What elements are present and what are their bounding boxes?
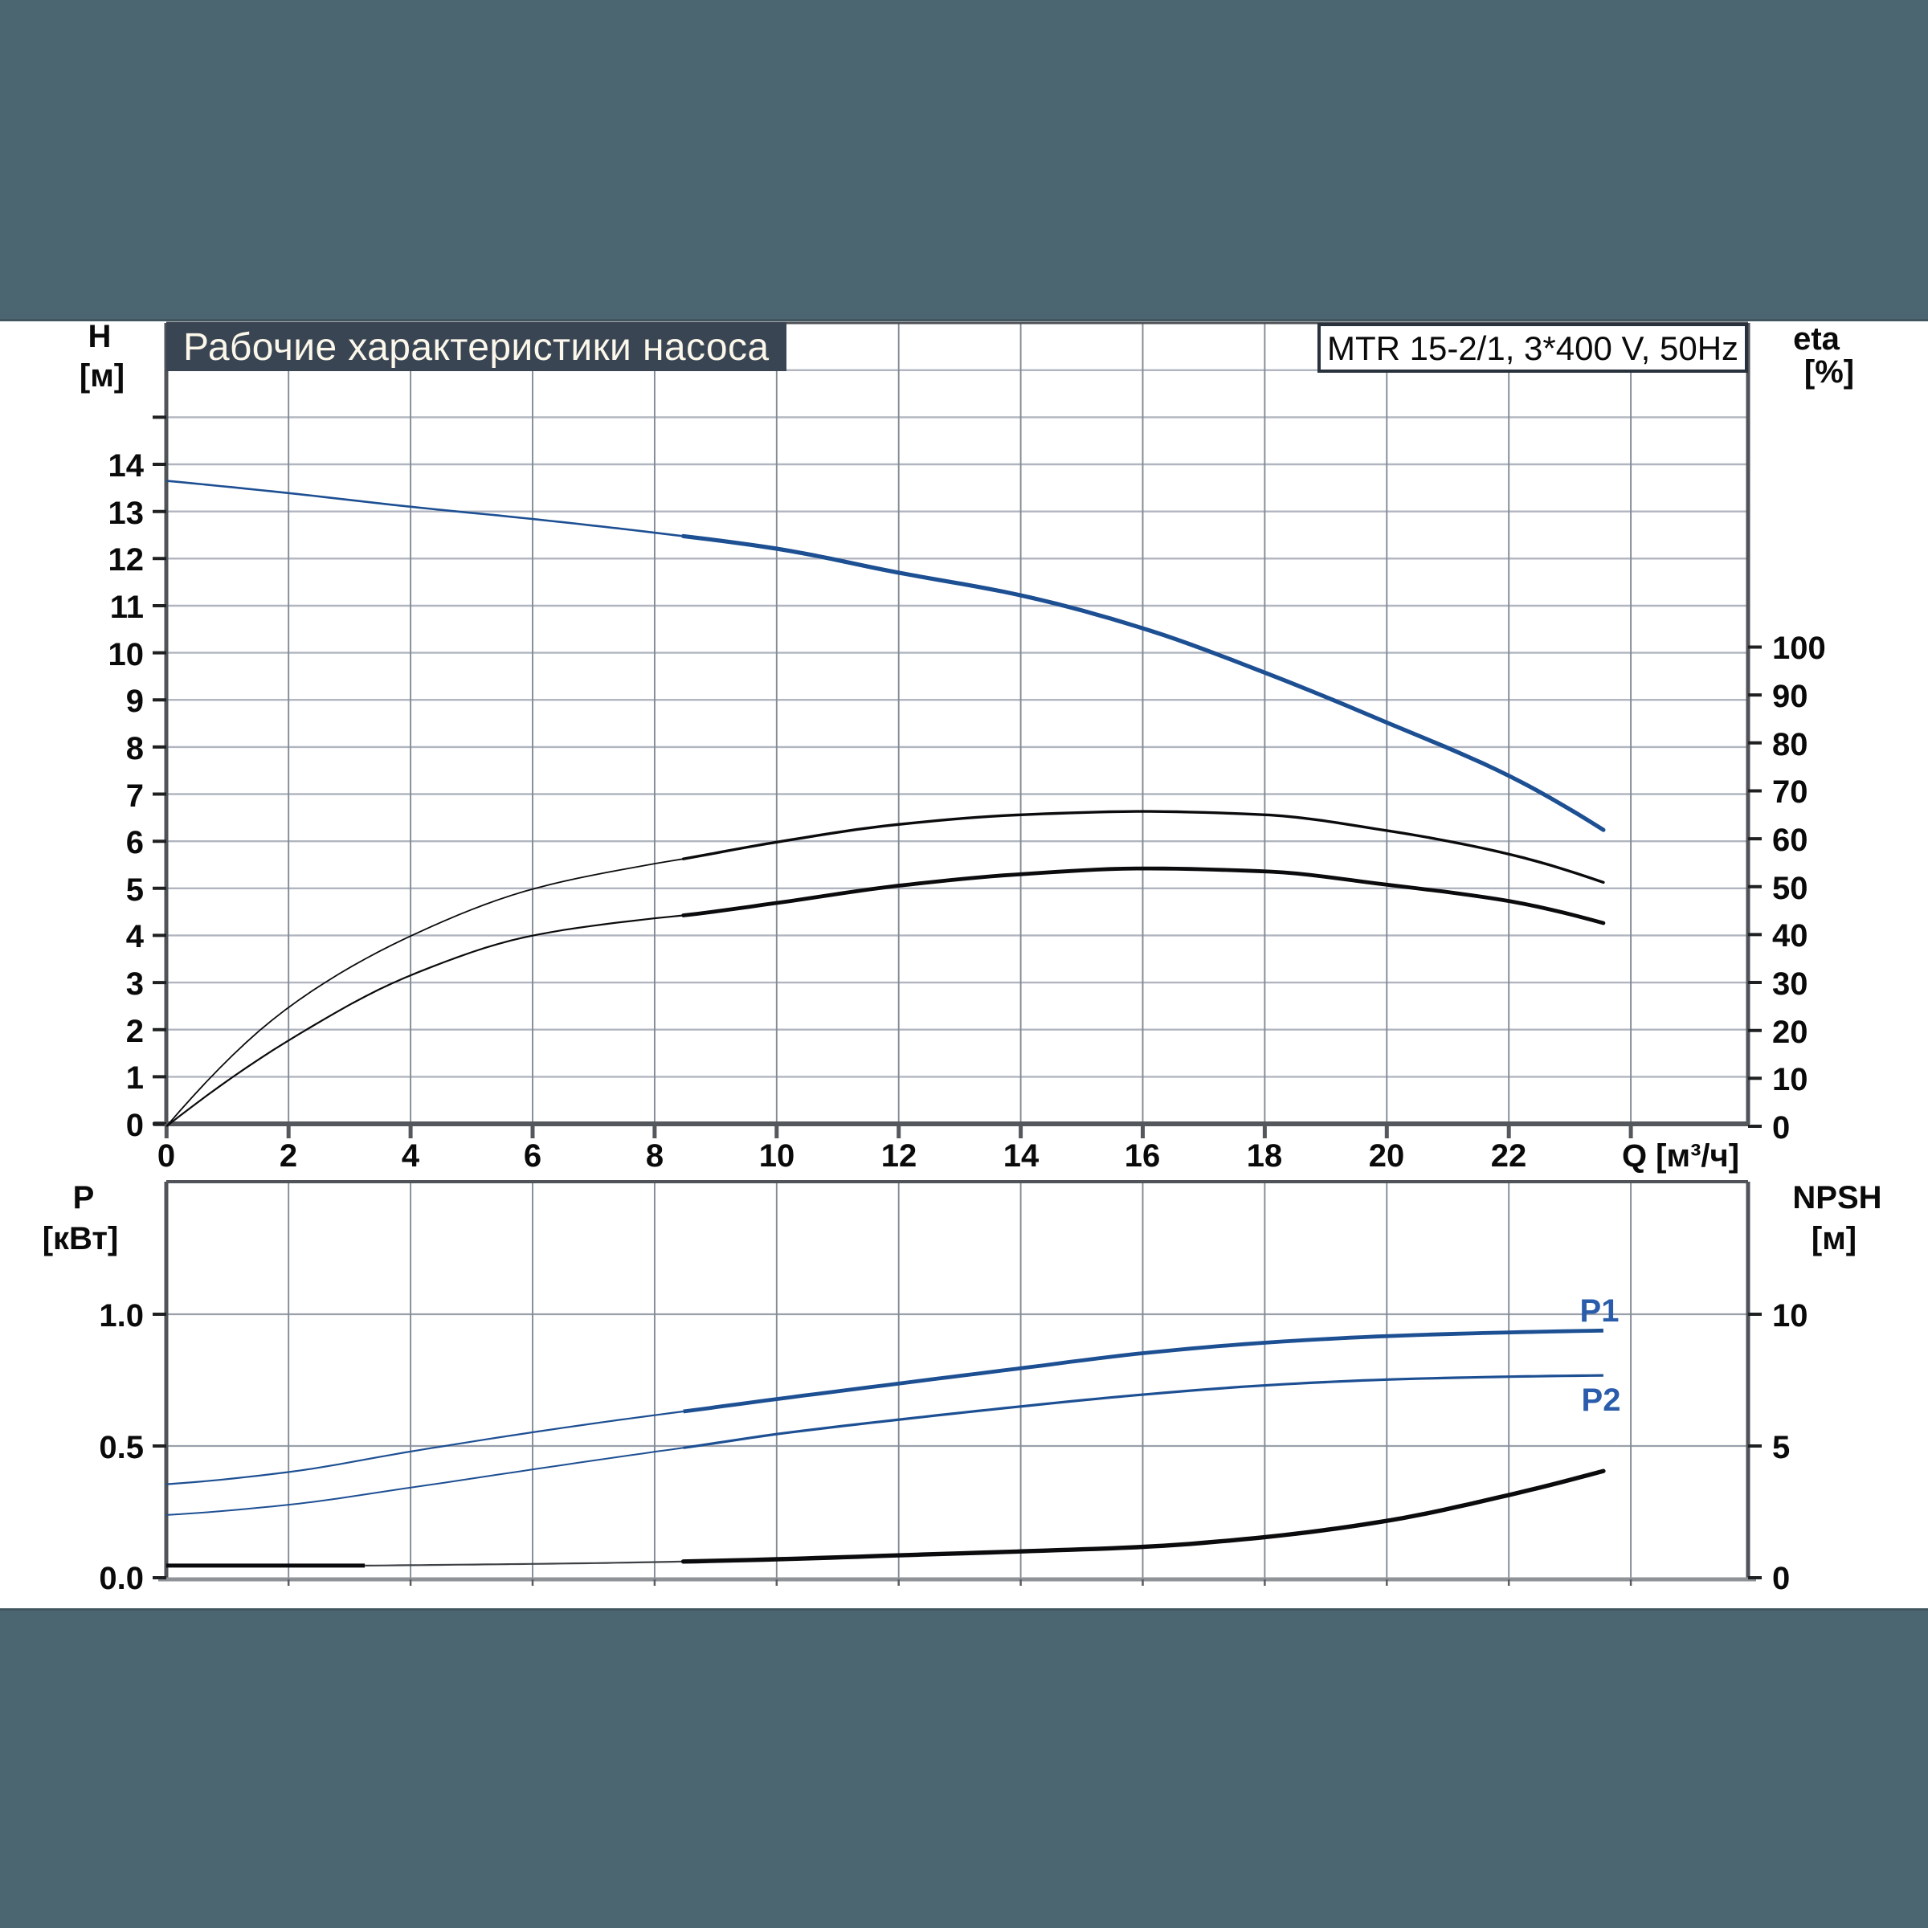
svg-text:10: 10 <box>1772 1062 1808 1097</box>
svg-text:4: 4 <box>402 1138 420 1174</box>
svg-text:80: 80 <box>1772 727 1808 762</box>
svg-text:8: 8 <box>126 731 144 766</box>
svg-text:P: P <box>73 1180 95 1215</box>
svg-text:11: 11 <box>110 590 144 625</box>
svg-text:13: 13 <box>108 496 145 531</box>
svg-text:70: 70 <box>1772 774 1808 810</box>
svg-text:0: 0 <box>157 1138 175 1174</box>
svg-text:20: 20 <box>1369 1138 1405 1174</box>
svg-text:0: 0 <box>1772 1561 1790 1596</box>
svg-text:2: 2 <box>126 1014 144 1049</box>
svg-text:[кВт]: [кВт] <box>43 1221 119 1256</box>
svg-text:1: 1 <box>126 1060 144 1096</box>
svg-text:1.0: 1.0 <box>99 1298 144 1334</box>
svg-text:14: 14 <box>1003 1138 1040 1174</box>
svg-text:60: 60 <box>1772 823 1808 858</box>
svg-text:20: 20 <box>1772 1015 1808 1050</box>
svg-text:0: 0 <box>126 1108 144 1143</box>
svg-text:P1: P1 <box>1580 1293 1620 1329</box>
svg-text:16: 16 <box>1125 1138 1161 1174</box>
svg-text:P2: P2 <box>1582 1383 1621 1418</box>
svg-text:[м]: [м] <box>80 358 125 394</box>
svg-text:Рабочие характеристики насоса: Рабочие характеристики насоса <box>183 326 770 369</box>
svg-text:Q [м³/ч]: Q [м³/ч] <box>1622 1138 1739 1174</box>
svg-text:2: 2 <box>280 1138 297 1174</box>
svg-text:12: 12 <box>108 542 145 578</box>
svg-text:10: 10 <box>1772 1298 1808 1334</box>
svg-text:H: H <box>88 319 112 354</box>
svg-text:40: 40 <box>1772 918 1808 954</box>
svg-text:18: 18 <box>1247 1138 1283 1174</box>
svg-text:7: 7 <box>126 778 144 814</box>
svg-text:22: 22 <box>1491 1138 1527 1174</box>
svg-text:10: 10 <box>108 637 145 672</box>
svg-text:3: 3 <box>126 966 144 1002</box>
svg-text:50: 50 <box>1772 871 1808 906</box>
svg-text:30: 30 <box>1772 966 1808 1002</box>
svg-text:0: 0 <box>1772 1110 1790 1146</box>
svg-text:MTR 15-2/1, 3*400 V, 50Hz: MTR 15-2/1, 3*400 V, 50Hz <box>1327 329 1738 367</box>
svg-text:90: 90 <box>1772 679 1808 714</box>
svg-text:NPSH: NPSH <box>1792 1180 1881 1215</box>
svg-text:6: 6 <box>524 1138 541 1174</box>
svg-text:[%]: [%] <box>1804 354 1854 390</box>
svg-text:4: 4 <box>126 919 145 954</box>
svg-text:0.0: 0.0 <box>99 1561 144 1596</box>
svg-text:5: 5 <box>126 872 144 908</box>
svg-text:14: 14 <box>108 448 145 484</box>
svg-text:eta: eta <box>1793 321 1840 357</box>
svg-text:[м]: [м] <box>1812 1221 1857 1256</box>
svg-text:10: 10 <box>759 1138 795 1174</box>
svg-text:8: 8 <box>646 1138 664 1174</box>
svg-text:12: 12 <box>881 1138 917 1174</box>
svg-text:5: 5 <box>1772 1430 1790 1465</box>
svg-text:6: 6 <box>126 825 144 860</box>
svg-text:0.5: 0.5 <box>99 1430 144 1465</box>
svg-text:100: 100 <box>1772 631 1826 666</box>
svg-text:9: 9 <box>126 684 144 719</box>
